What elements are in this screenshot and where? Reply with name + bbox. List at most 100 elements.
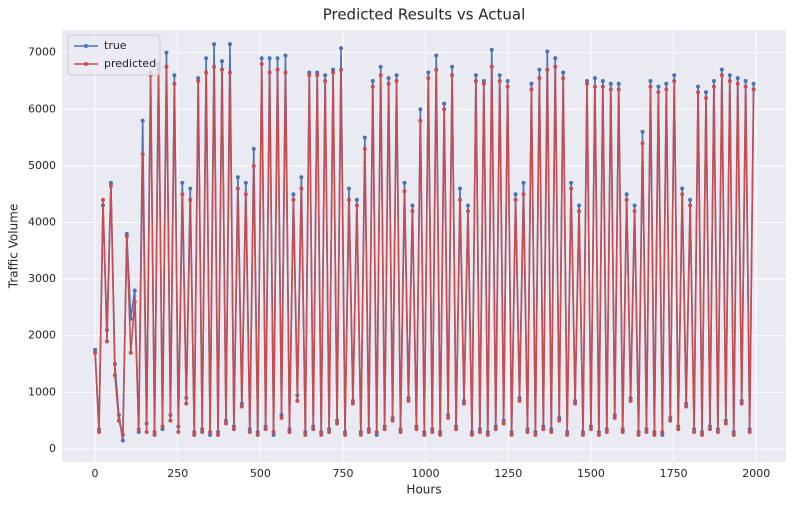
data-point [485, 432, 490, 437]
data-point [370, 78, 375, 83]
data-point [608, 81, 613, 86]
data-point [231, 427, 236, 432]
data-point [323, 78, 328, 83]
data-point [636, 432, 641, 437]
data-point [553, 64, 558, 69]
y-tick-label: 5000 [28, 159, 56, 172]
data-point [255, 432, 260, 437]
data-point [271, 432, 276, 437]
data-point [243, 180, 248, 185]
data-point [386, 76, 391, 81]
data-point [450, 73, 455, 78]
data-point [394, 78, 399, 83]
data-point [529, 87, 534, 92]
data-point [565, 432, 570, 437]
data-point [267, 70, 272, 75]
data-point [100, 197, 105, 202]
data-point [188, 186, 193, 191]
data-point [358, 432, 363, 437]
data-point [144, 429, 149, 434]
data-point [386, 81, 391, 86]
data-point [108, 183, 113, 188]
x-tick-label: 500 [250, 467, 271, 480]
data-point [430, 429, 435, 434]
data-point [362, 135, 367, 140]
data-point [136, 427, 141, 432]
data-point [184, 401, 189, 406]
data-point [569, 180, 574, 185]
data-point [132, 288, 137, 293]
data-point [243, 192, 248, 197]
y-tick-label: 1000 [28, 385, 56, 398]
data-point [93, 350, 98, 355]
y-tick-label: 6000 [28, 102, 56, 115]
data-point [493, 427, 498, 432]
data-point [434, 67, 439, 72]
data-point [204, 56, 209, 61]
data-point [648, 78, 653, 83]
data-point [616, 87, 621, 92]
data-point [703, 90, 708, 95]
data-point [354, 197, 359, 202]
data-point [180, 180, 185, 185]
data-point [489, 64, 494, 69]
data-point [632, 209, 637, 214]
data-point [592, 84, 597, 89]
data-point [140, 152, 145, 157]
data-point [275, 56, 280, 61]
data-point [581, 432, 586, 437]
data-point [132, 299, 137, 304]
data-point [315, 70, 320, 75]
data-point [390, 418, 395, 423]
data-point [251, 163, 256, 168]
data-point [624, 192, 629, 197]
data-point [604, 429, 609, 434]
data-point [521, 192, 526, 197]
x-tick-label: 750 [333, 467, 354, 480]
data-point [505, 84, 510, 89]
data-point [473, 78, 478, 83]
data-point [458, 186, 463, 191]
data-point [751, 81, 756, 86]
data-point [271, 429, 276, 434]
x-tick-label: 250 [167, 467, 188, 480]
data-point [644, 429, 649, 434]
data-point [116, 418, 121, 423]
data-point [465, 203, 470, 208]
y-tick-label: 7000 [28, 46, 56, 59]
data-point [196, 76, 201, 81]
data-point [545, 49, 550, 54]
data-point [517, 398, 522, 403]
data-point [394, 73, 399, 78]
data-point [291, 197, 296, 202]
data-point [275, 67, 280, 72]
data-point [414, 427, 419, 432]
data-point [299, 175, 304, 180]
data-point [573, 401, 578, 406]
data-point [719, 67, 724, 72]
legend-marker [84, 62, 88, 66]
data-point [577, 209, 582, 214]
data-point [557, 418, 562, 423]
data-point [569, 186, 574, 191]
x-tick-label: 1750 [660, 467, 688, 480]
data-point [426, 70, 431, 75]
data-point [545, 67, 550, 72]
data-point [450, 64, 455, 69]
data-point [537, 67, 542, 72]
y-axis-label: Traffic Volume [7, 204, 21, 290]
data-point [584, 81, 589, 86]
data-point [346, 197, 351, 202]
data-point [438, 432, 443, 437]
data-point [434, 53, 439, 58]
data-point [596, 432, 601, 437]
data-point [220, 67, 225, 72]
x-tick-label: 2000 [742, 467, 770, 480]
data-point [315, 73, 320, 78]
data-point [220, 59, 225, 64]
data-point [509, 432, 514, 437]
data-point [477, 429, 482, 434]
data-point [743, 78, 748, 83]
data-point [676, 427, 681, 432]
